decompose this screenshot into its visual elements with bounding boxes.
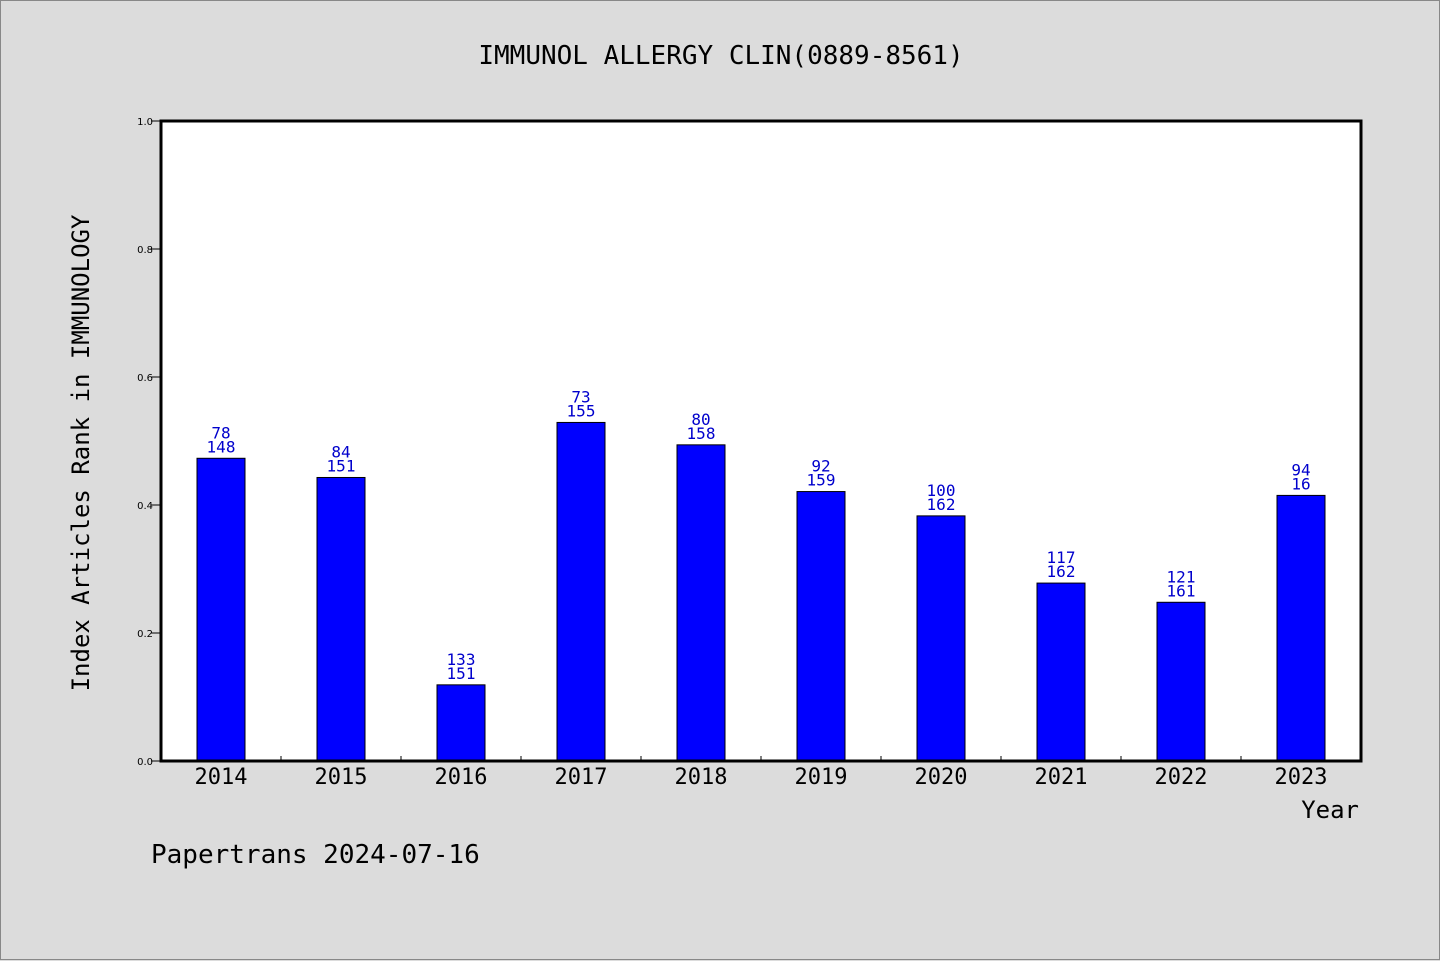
y-axis-title: Index Articles Rank in IMMUNOLOGY <box>67 214 95 691</box>
x-tick-label-2020: 2020 <box>915 765 968 790</box>
bar-2021 <box>1036 582 1086 762</box>
bar-2022 <box>1156 601 1206 762</box>
x-tick-label-2018: 2018 <box>675 765 728 790</box>
bar-total-label-2014: 148 <box>207 437 236 456</box>
bar-2018 <box>676 444 726 762</box>
bar-2020 <box>916 515 966 762</box>
y-tick-label-0.8: 0.8 <box>137 245 153 256</box>
bar-rank-label-2015: 84 <box>331 442 350 461</box>
bar-rank-label-2020: 100 <box>927 481 956 500</box>
chart-title: IMMUNOL ALLERGY CLIN(0889-8561) <box>478 41 963 71</box>
x-axis-title: Year <box>1301 796 1359 824</box>
bar-total-label-2017: 155 <box>567 401 596 420</box>
bar-2017 <box>556 421 606 762</box>
bar-2019 <box>796 491 846 762</box>
bar-rank-label-2019: 92 <box>811 457 830 476</box>
bar-total-label-2018: 158 <box>687 424 716 443</box>
bar-2015 <box>316 476 366 762</box>
bar-rank-label-2018: 80 <box>691 410 710 429</box>
bar-total-label-2021: 162 <box>1047 562 1076 581</box>
bar-rank-label-2014: 78 <box>211 423 230 442</box>
y-tick-label-1.0: 1.0 <box>137 117 153 128</box>
bar-rank-label-2017: 73 <box>571 387 590 406</box>
x-tick-label-2019: 2019 <box>795 765 848 790</box>
bar-total-label-2019: 159 <box>807 471 836 490</box>
x-tick-label-2023: 2023 <box>1275 765 1328 790</box>
y-tick-label-0.0: 0.0 <box>137 757 153 768</box>
y-tick-label-0.6: 0.6 <box>137 373 153 384</box>
bar-rank-label-2023: 94 <box>1291 460 1310 479</box>
x-tick-label-2017: 2017 <box>555 765 608 790</box>
bar-total-label-2015: 151 <box>327 456 356 475</box>
x-tick-label-2021: 2021 <box>1035 765 1088 790</box>
bar-2023 <box>1276 494 1326 762</box>
ticks-layer: 2014 2015 2016 2017 2018 2019 2020 2021 2022 2023… <box>137 117 1327 790</box>
x-tick-label-2015: 2015 <box>315 765 368 790</box>
bar-rank-label-2021: 117 <box>1047 548 1076 567</box>
x-tick-label-2016: 2016 <box>435 765 488 790</box>
bar-2016 <box>436 684 486 762</box>
footer-credit: Papertrans 2024-07-16 <box>151 840 480 870</box>
bar-total-label-2016: 151 <box>447 664 476 683</box>
y-tick-label-0.2: 0.2 <box>137 629 153 640</box>
x-tick-label-2022: 2022 <box>1155 765 1208 790</box>
bar-2014 <box>196 457 246 762</box>
bar-total-label-2022: 161 <box>1167 581 1196 600</box>
bar-rank-label-2022: 121 <box>1167 567 1196 586</box>
bar-rank-label-2016: 133 <box>447 650 476 669</box>
x-tick-label-2014: 2014 <box>195 765 248 790</box>
bar-total-label-2020: 162 <box>927 495 956 514</box>
plot-border <box>159 119 1363 763</box>
y-tick-label-0.4: 0.4 <box>137 501 153 512</box>
bar-total-label-2023: 16 <box>1291 474 1310 493</box>
